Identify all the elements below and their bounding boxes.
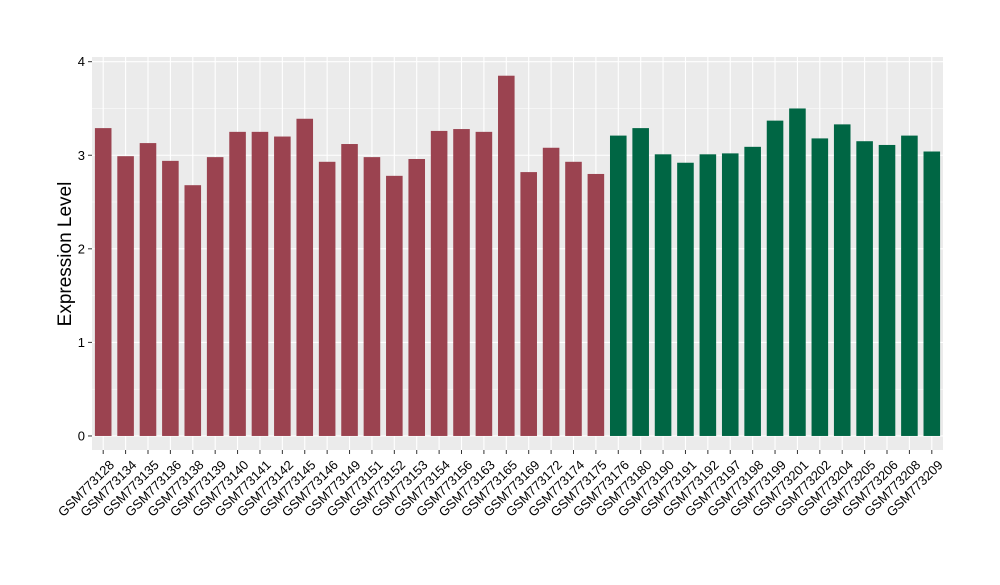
bar-GSM773191 <box>677 162 694 436</box>
bar-GSM773204 <box>833 124 851 436</box>
y-tick-label: 4 <box>78 54 85 69</box>
bar-GSM773163 <box>475 131 493 436</box>
bar-GSM773169 <box>520 172 537 436</box>
bar-GSM773128 <box>94 128 112 436</box>
bar-GSM773141 <box>251 131 269 436</box>
y-tick-label: 0 <box>78 428 85 443</box>
bar-GSM773156 <box>453 129 470 436</box>
bar-GSM773209 <box>923 151 941 436</box>
bar-GSM773145 <box>296 118 314 436</box>
bar-GSM773205 <box>856 141 873 436</box>
y-tick-label: 1 <box>78 335 85 350</box>
bar-GSM773146 <box>318 161 336 436</box>
bar-GSM773139 <box>206 157 224 436</box>
y-axis: 0 1 2 3 4 <box>78 54 92 443</box>
bar-GSM773192 <box>699 154 717 436</box>
bar-GSM773151 <box>363 157 381 436</box>
bar-GSM773208 <box>901 135 918 436</box>
bars <box>94 75 941 436</box>
x-axis: GSM773128GSM773134GSM773135GSM773136GSM7… <box>55 450 946 520</box>
bar-GSM773140 <box>229 131 246 436</box>
bar-GSM773138 <box>184 185 202 436</box>
bar-GSM773149 <box>341 144 358 436</box>
y-tick-label: 2 <box>78 241 85 256</box>
bar-GSM773190 <box>654 154 672 436</box>
bar-GSM773198 <box>744 146 761 436</box>
bar-GSM773165 <box>498 75 515 436</box>
bar-GSM773134 <box>117 156 134 436</box>
bar-GSM773153 <box>408 158 426 436</box>
bar-GSM773152 <box>386 175 403 436</box>
bar-GSM773201 <box>789 108 806 436</box>
bar-GSM773172 <box>542 147 560 436</box>
bar-GSM773135 <box>139 143 157 436</box>
bar-GSM773197 <box>721 153 739 436</box>
bar-GSM773174 <box>565 161 582 436</box>
bar-GSM773206 <box>878 144 896 436</box>
bar-GSM773142 <box>274 136 291 436</box>
bar-GSM773202 <box>811 138 829 436</box>
y-axis-title: Expression Level <box>55 182 76 327</box>
bar-GSM773154 <box>430 130 448 436</box>
bar-GSM773199 <box>766 120 784 436</box>
y-tick-label: 3 <box>78 148 85 163</box>
bar-GSM773176 <box>609 135 627 436</box>
bar-GSM773136 <box>162 160 179 436</box>
bar-GSM773175 <box>587 173 605 436</box>
bar-GSM773180 <box>632 128 649 436</box>
